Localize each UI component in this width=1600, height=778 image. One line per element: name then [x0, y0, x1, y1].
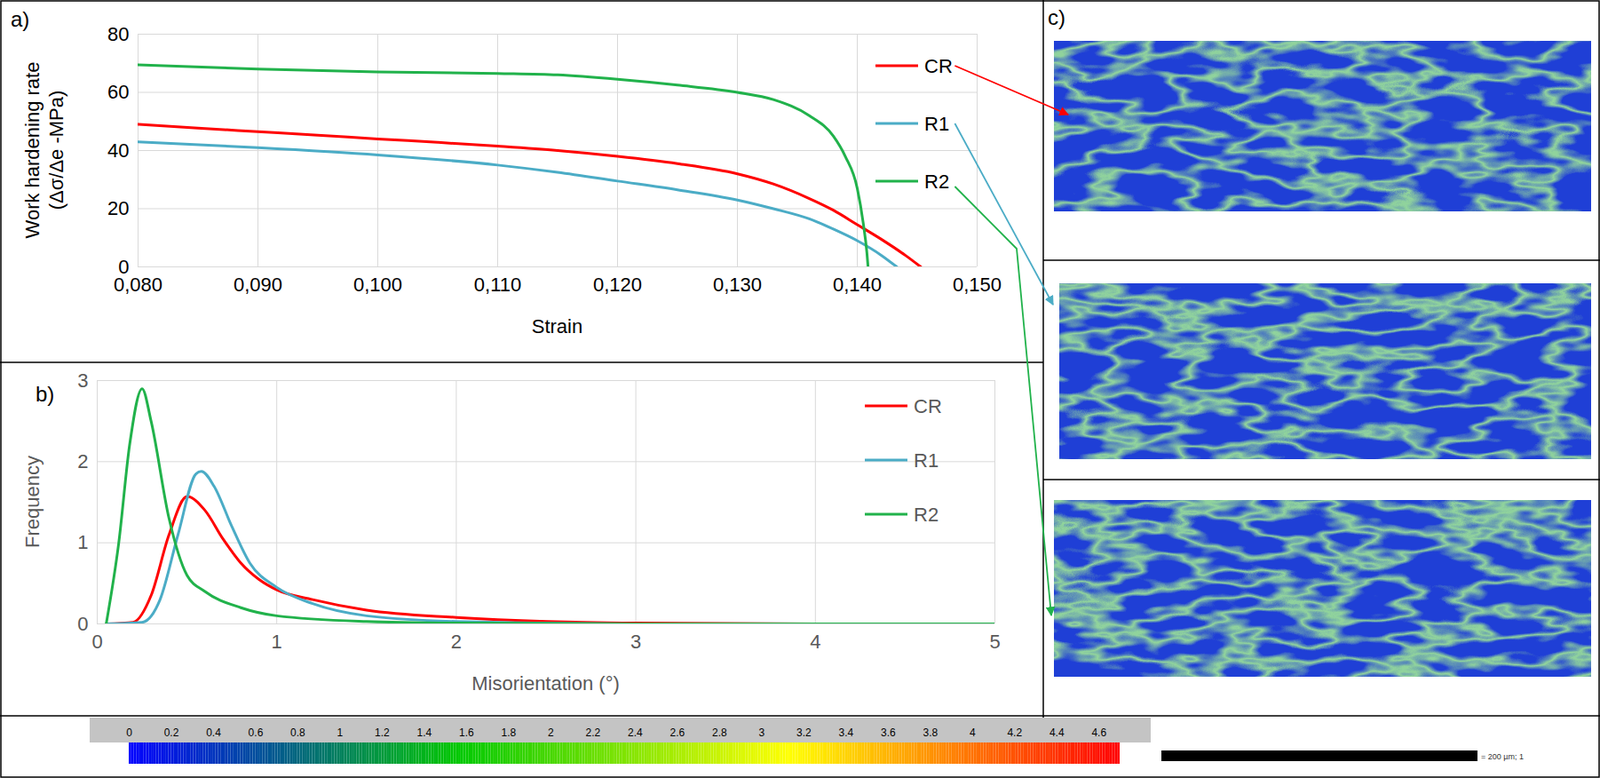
svg-text:R2: R2: [913, 503, 939, 526]
svg-text:3.6: 3.6: [880, 726, 896, 739]
svg-text:0: 0: [126, 726, 133, 739]
svg-text:0: 0: [77, 612, 88, 635]
svg-text:R1: R1: [924, 112, 950, 135]
svg-text:0,090: 0,090: [233, 273, 283, 296]
svg-text:CR: CR: [924, 55, 953, 78]
svg-text:5: 5: [989, 630, 1000, 653]
svg-text:3.2: 3.2: [796, 726, 812, 739]
svg-text:2.4: 2.4: [627, 726, 643, 739]
svg-text:2: 2: [77, 450, 88, 473]
svg-text:0,140: 0,140: [832, 273, 882, 296]
svg-text:0,120: 0,120: [593, 273, 642, 296]
svg-text:0,100: 0,100: [353, 273, 403, 296]
svg-text:Misorientation (°): Misorientation (°): [471, 672, 620, 695]
svg-text:R2: R2: [924, 170, 950, 193]
svg-text:1.6: 1.6: [459, 726, 475, 739]
svg-text:a): a): [10, 7, 30, 32]
svg-text:(Δσ/Δe -MPa): (Δσ/Δe -MPa): [45, 90, 68, 211]
svg-text:Work hardening rate: Work hardening rate: [21, 62, 44, 239]
svg-text:80: 80: [107, 23, 129, 46]
svg-text:c): c): [1047, 5, 1066, 30]
svg-text:R1: R1: [913, 449, 939, 472]
svg-text:60: 60: [107, 80, 129, 103]
svg-text:1: 1: [77, 530, 88, 554]
svg-text:0,110: 0,110: [474, 273, 522, 296]
svg-text:CR: CR: [913, 395, 943, 418]
svg-text:0.6: 0.6: [248, 726, 264, 739]
svg-text:4: 4: [809, 630, 821, 653]
svg-text:1.4: 1.4: [417, 726, 433, 739]
svg-text:20: 20: [107, 197, 129, 220]
svg-text:1.8: 1.8: [501, 726, 517, 739]
svg-text:2.2: 2.2: [586, 726, 602, 739]
svg-text:3.8: 3.8: [922, 726, 938, 739]
svg-text:4.2: 4.2: [1006, 726, 1022, 739]
svg-text:0: 0: [118, 255, 130, 278]
svg-text:4: 4: [969, 726, 976, 739]
svg-text:0,130: 0,130: [712, 273, 762, 296]
svg-text:0.8: 0.8: [290, 726, 306, 739]
svg-text:40: 40: [107, 139, 129, 162]
svg-text:1.2: 1.2: [374, 726, 390, 739]
svg-text:4.6: 4.6: [1091, 726, 1107, 739]
svg-text:3: 3: [77, 369, 88, 392]
svg-text:3.4: 3.4: [838, 726, 854, 739]
svg-text:3: 3: [630, 630, 642, 653]
svg-text:1: 1: [337, 726, 344, 739]
svg-text:= 200 µm; 1: = 200 µm; 1: [1481, 752, 1524, 761]
svg-text:Frequency: Frequency: [21, 455, 44, 548]
svg-text:4.4: 4.4: [1049, 726, 1065, 739]
svg-text:3: 3: [758, 726, 765, 739]
svg-text:2: 2: [451, 630, 462, 653]
svg-text:0,080: 0,080: [113, 273, 163, 296]
svg-text:0,150: 0,150: [952, 273, 1002, 296]
svg-text:Strain: Strain: [531, 315, 583, 338]
svg-text:b): b): [35, 381, 55, 406]
svg-text:0: 0: [91, 630, 103, 653]
svg-text:1: 1: [271, 630, 283, 653]
svg-text:0.4: 0.4: [205, 726, 222, 739]
svg-text:2.8: 2.8: [712, 726, 728, 739]
svg-text:0.2: 0.2: [164, 726, 180, 739]
svg-text:2.6: 2.6: [670, 726, 686, 739]
svg-text:2: 2: [547, 726, 555, 739]
